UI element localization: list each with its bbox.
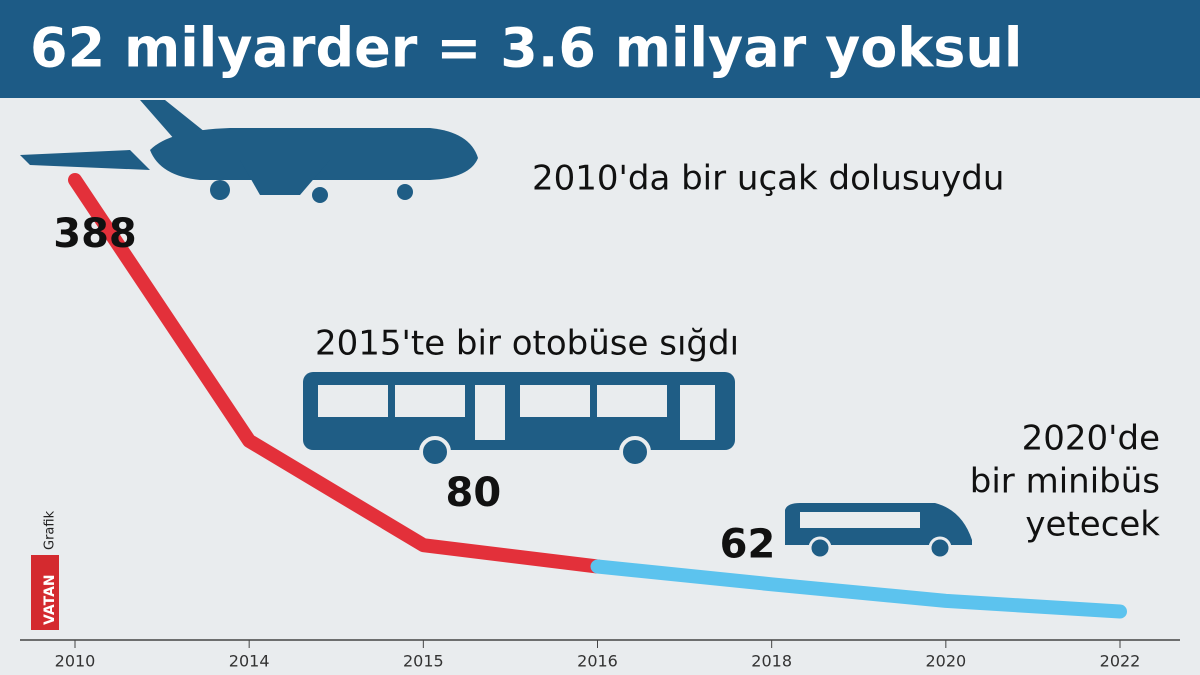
bus-icon	[303, 372, 735, 468]
annotation: 2010'da bir uçak dolusuydu	[532, 159, 1004, 199]
data-label: 80	[445, 470, 501, 516]
annotation: 2015'te bir otobüse sığdı	[315, 324, 739, 364]
x-tick-label: 2014	[229, 652, 270, 671]
x-tick-label: 2016	[577, 652, 618, 671]
data-label: 62	[720, 521, 776, 567]
credit-label: Grafik	[43, 510, 58, 550]
credit-brand: VATAN	[42, 574, 58, 625]
x-tick-label: 2015	[403, 652, 444, 671]
x-tick-label: 2020	[925, 652, 966, 671]
line	[590, 559, 1127, 619]
minibus-icon	[785, 503, 972, 560]
line	[68, 173, 605, 574]
annotation: bir minibüs	[970, 462, 1160, 502]
annotation: yetecek	[1025, 505, 1160, 545]
x-tick-label: 2010	[55, 652, 96, 671]
annotation: 2020'de	[1022, 419, 1160, 459]
chart-title: 62 milyarder = 3.6 milyar yoksul	[30, 17, 1022, 80]
header	[0, 0, 1200, 98]
data-label: 388	[53, 211, 137, 257]
plane-icon	[20, 100, 478, 203]
credit-box	[31, 555, 59, 630]
x-tick-label: 2022	[1100, 652, 1141, 671]
x-tick-label: 2018	[751, 652, 792, 671]
